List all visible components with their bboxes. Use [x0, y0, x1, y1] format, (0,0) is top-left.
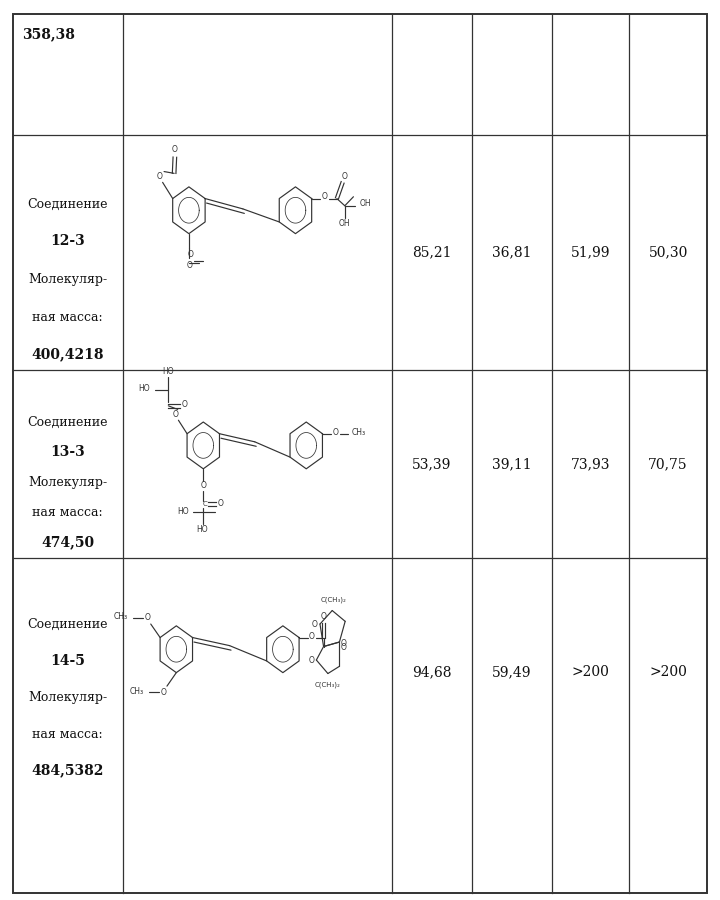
Text: O: O: [186, 261, 192, 270]
Text: O: O: [308, 655, 314, 664]
Text: O: O: [181, 400, 187, 410]
Text: Соединение: Соединение: [27, 198, 108, 211]
Text: Молекуляр-: Молекуляр-: [28, 476, 107, 489]
Text: O: O: [312, 619, 318, 628]
Text: O: O: [161, 688, 166, 697]
Text: CH₃: CH₃: [114, 612, 127, 621]
Text: HO: HO: [197, 525, 208, 534]
Text: OH: OH: [339, 220, 351, 229]
Text: ная масса:: ная масса:: [32, 310, 103, 324]
Text: C(CH₃)₂: C(CH₃)₂: [315, 681, 341, 688]
Text: 484,5382: 484,5382: [32, 763, 104, 778]
Text: Соединение: Соединение: [27, 416, 108, 429]
Text: O: O: [187, 250, 193, 259]
Text: 358,38: 358,38: [22, 27, 74, 41]
Text: O: O: [320, 612, 326, 621]
Text: 70,75: 70,75: [648, 457, 688, 471]
Text: 59,49: 59,49: [492, 665, 531, 680]
Text: Молекуляр-: Молекуляр-: [28, 273, 107, 286]
Text: CH₃: CH₃: [351, 428, 365, 437]
Text: 36,81: 36,81: [492, 246, 531, 260]
Text: 85,21: 85,21: [412, 246, 451, 260]
Text: O: O: [172, 146, 178, 155]
Text: HO: HO: [139, 384, 150, 393]
Text: C: C: [202, 501, 207, 507]
Text: ная масса:: ная масса:: [32, 506, 103, 518]
Text: 51,99: 51,99: [571, 246, 610, 260]
Text: 53,39: 53,39: [412, 457, 451, 471]
Text: O: O: [322, 193, 328, 202]
Text: 13-3: 13-3: [50, 445, 85, 459]
Text: O: O: [217, 500, 223, 508]
Text: C(CH₃)₂: C(CH₃)₂: [320, 597, 346, 603]
Text: HO: HO: [163, 367, 174, 376]
Text: O: O: [200, 482, 206, 490]
Text: ная масса:: ная масса:: [32, 728, 103, 741]
Text: 39,11: 39,11: [492, 457, 531, 471]
Text: O: O: [341, 643, 346, 652]
Text: O: O: [309, 632, 315, 641]
Text: 94,68: 94,68: [412, 665, 451, 680]
Text: O: O: [173, 410, 179, 419]
Text: 400,4218: 400,4218: [32, 347, 104, 362]
Text: O: O: [144, 613, 150, 622]
Text: O: O: [341, 172, 347, 181]
Text: 12-3: 12-3: [50, 234, 85, 248]
Text: OH: OH: [359, 200, 371, 209]
Text: >200: >200: [649, 665, 687, 680]
Text: Молекуляр-: Молекуляр-: [28, 691, 107, 704]
Text: O: O: [157, 173, 163, 182]
Text: Соединение: Соединение: [27, 618, 108, 631]
Text: 474,50: 474,50: [41, 535, 94, 549]
Text: O: O: [341, 639, 346, 648]
Text: O: O: [333, 428, 338, 437]
Text: 14-5: 14-5: [50, 653, 85, 668]
Text: 73,93: 73,93: [571, 457, 610, 471]
Text: CH₃: CH₃: [130, 687, 144, 696]
Text: 50,30: 50,30: [649, 246, 688, 260]
Text: >200: >200: [572, 665, 609, 680]
Text: HO: HO: [177, 507, 189, 516]
